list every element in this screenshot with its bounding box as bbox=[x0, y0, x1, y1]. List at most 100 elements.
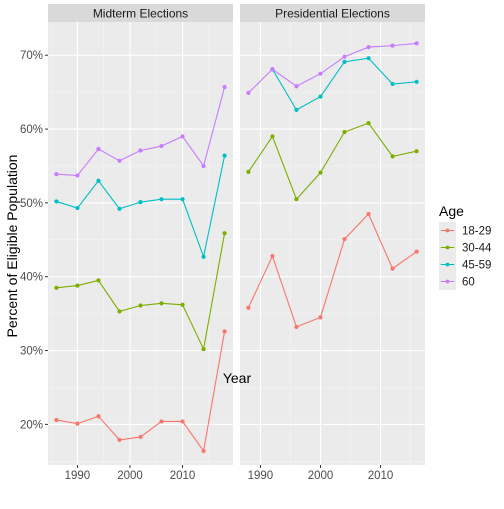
data-point bbox=[342, 54, 347, 59]
data-point bbox=[222, 153, 227, 158]
series-18-29 bbox=[54, 329, 227, 454]
x-axis-label: Year bbox=[223, 370, 252, 386]
data-point bbox=[222, 231, 227, 236]
data-point bbox=[96, 278, 101, 283]
y-tick-label: 70% bbox=[20, 50, 43, 62]
series-midterm bbox=[54, 84, 227, 454]
series-line bbox=[247, 212, 417, 328]
data-point bbox=[96, 146, 101, 152]
data-point bbox=[390, 266, 395, 271]
data-point bbox=[180, 197, 185, 202]
data-point bbox=[117, 437, 122, 442]
data-point bbox=[414, 41, 419, 46]
data-point bbox=[414, 79, 419, 84]
data-point bbox=[201, 346, 206, 352]
data-point bbox=[117, 206, 122, 211]
data-point bbox=[54, 199, 59, 204]
legend-title: Age bbox=[439, 203, 464, 219]
data-point bbox=[117, 158, 122, 163]
data-point bbox=[270, 67, 275, 72]
data-point bbox=[180, 134, 185, 139]
data-point bbox=[294, 107, 299, 112]
y-axis-label: Percent of Eligible Population bbox=[4, 155, 20, 338]
data-point bbox=[270, 134, 275, 139]
data-point bbox=[414, 149, 419, 154]
data-point bbox=[390, 43, 395, 48]
data-point bbox=[294, 197, 299, 202]
legend-key-point bbox=[445, 262, 450, 267]
data-point bbox=[270, 253, 275, 259]
data-point bbox=[138, 148, 143, 153]
x-tick-label: 2000 bbox=[308, 470, 334, 482]
x-tick-label: 1990 bbox=[65, 470, 91, 482]
series-line bbox=[247, 122, 417, 201]
data-point bbox=[318, 94, 323, 99]
panel-midterm: Midterm Elections 1990 2000 2010 bbox=[48, 4, 233, 482]
data-point bbox=[222, 329, 227, 334]
data-point bbox=[342, 59, 347, 64]
series-30-44 bbox=[54, 231, 227, 352]
panel-presidential: Presidential Elections 1990 2000 2010 bbox=[240, 4, 425, 482]
data-point bbox=[75, 205, 80, 211]
data-point bbox=[54, 285, 59, 290]
legend-label: 60 bbox=[462, 277, 475, 289]
legend-label: 18-29 bbox=[462, 226, 491, 238]
data-point bbox=[75, 421, 80, 426]
data-point bbox=[201, 163, 206, 169]
legend-item: 45-59 bbox=[439, 256, 491, 273]
legend-key-point bbox=[445, 279, 450, 284]
data-point bbox=[180, 419, 185, 424]
data-point bbox=[180, 302, 185, 307]
data-point bbox=[246, 169, 251, 174]
data-point bbox=[342, 236, 347, 242]
data-point bbox=[159, 301, 164, 306]
data-point bbox=[54, 417, 59, 423]
data-point bbox=[75, 173, 80, 178]
facet-title-presidential: Presidential Elections bbox=[275, 7, 390, 21]
x-axis-ticks-midterm: 1990 2000 2010 bbox=[65, 465, 196, 482]
series-18-29 bbox=[246, 211, 419, 330]
data-point bbox=[246, 90, 251, 95]
data-point bbox=[246, 305, 251, 310]
y-tick-label: 40% bbox=[20, 272, 43, 284]
legend-key-point bbox=[445, 228, 450, 233]
data-point bbox=[318, 170, 323, 175]
x-tick-label: 2010 bbox=[368, 470, 394, 482]
data-point bbox=[138, 303, 143, 308]
data-point bbox=[138, 200, 143, 205]
legend: Age 18-29 30-44 45-59 60 bbox=[439, 203, 492, 290]
data-point bbox=[414, 249, 419, 254]
data-point bbox=[201, 448, 206, 454]
y-axis-ticks: 20% 30% 40% 50% 60% 70% bbox=[20, 50, 48, 431]
y-tick-label: 20% bbox=[20, 419, 43, 431]
x-tick-label: 2010 bbox=[170, 470, 196, 482]
series-60 bbox=[54, 84, 227, 178]
y-tick-label: 50% bbox=[20, 198, 43, 210]
series-45-59 bbox=[54, 153, 227, 259]
data-point bbox=[201, 254, 206, 259]
legend-item: 60 bbox=[439, 273, 475, 290]
data-point bbox=[366, 56, 371, 61]
series-45-59 bbox=[270, 56, 419, 112]
data-point bbox=[159, 419, 164, 424]
plot-area-presidential bbox=[240, 22, 425, 465]
x-axis-ticks-presidential: 1990 2000 2010 bbox=[248, 465, 394, 482]
data-point bbox=[366, 211, 371, 217]
series-line bbox=[248, 42, 417, 94]
legend-key-point bbox=[445, 245, 450, 250]
legend-label: 30-44 bbox=[462, 243, 492, 255]
series-presidential bbox=[246, 41, 419, 330]
facet-title-midterm: Midterm Elections bbox=[93, 7, 188, 21]
data-point bbox=[159, 197, 164, 202]
data-point bbox=[138, 434, 143, 440]
x-tick-label: 1990 bbox=[248, 470, 274, 482]
legend-item: 18-29 bbox=[439, 222, 491, 239]
data-point bbox=[96, 414, 101, 419]
data-point bbox=[96, 178, 101, 183]
data-point bbox=[75, 283, 80, 288]
legend-label: 45-59 bbox=[462, 260, 491, 272]
plot-area-midterm bbox=[48, 22, 233, 465]
facet-strip-presidential bbox=[240, 4, 425, 22]
x-tick-label: 2000 bbox=[117, 470, 143, 482]
